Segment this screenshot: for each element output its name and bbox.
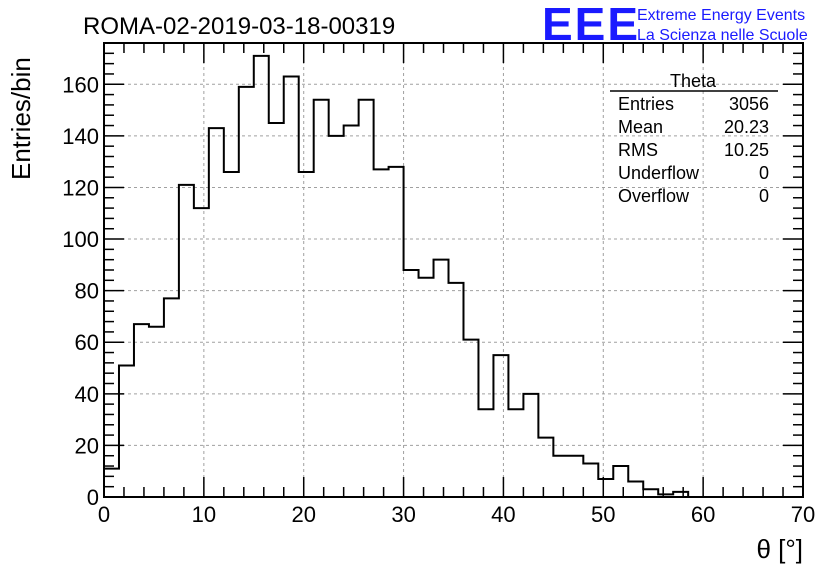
x-tick-label: 0: [98, 502, 110, 527]
histogram-bin: [553, 456, 568, 497]
histogram-bin: [149, 327, 164, 497]
grid-lines: [104, 43, 803, 497]
x-tick-label: 50: [591, 502, 615, 527]
histogram-bin: [643, 489, 658, 497]
histogram-bin: [389, 167, 404, 497]
histogram-bin: [419, 278, 434, 497]
histogram-bin: [598, 479, 613, 497]
histogram-bin: [329, 136, 344, 497]
histogram-bin: [449, 283, 464, 497]
histogram-bin: [493, 355, 508, 497]
x-tick-label: 20: [291, 502, 315, 527]
histogram-bin: [134, 324, 149, 497]
y-tick-labels: 0 20 40 60 80 100 120 140 160: [62, 72, 99, 510]
eee-logo-mark: EEE: [542, 0, 640, 50]
histogram-bars: [104, 56, 688, 497]
y-tick-label: 160: [62, 72, 99, 97]
histogram-bin: [523, 394, 538, 497]
histogram-bin: [568, 456, 583, 497]
eee-logo-line1: Extreme Energy Events: [637, 7, 805, 24]
stats-row-label: Entries: [618, 94, 674, 114]
y-tick-label: 0: [87, 485, 99, 510]
x-tick-label: 60: [691, 502, 715, 527]
histogram-bin: [209, 128, 224, 497]
x-tick-label: 40: [491, 502, 515, 527]
stats-row-value: 20.23: [724, 117, 769, 137]
histogram-bin: [194, 208, 209, 497]
histogram-bin: [284, 77, 299, 497]
histogram-bin: [359, 100, 374, 497]
y-tick-label: 40: [75, 382, 99, 407]
histogram-outline: [103, 54, 690, 497]
histogram-bin: [254, 56, 269, 497]
stats-row-label: Overflow: [618, 186, 690, 206]
histogram-bin: [119, 365, 134, 497]
histogram-bin: [164, 298, 179, 497]
stats-box: Theta Entries 3056 Mean 20.23 RMS 10.25 Underf…: [610, 71, 778, 206]
stats-row-label: Underflow: [618, 163, 700, 183]
eee-logo-line2: La Scienza nelle Scuole: [637, 27, 808, 44]
x-tick-labels: 0 10 20 30 40 50 60 70: [98, 502, 815, 527]
x-tick-label: 30: [391, 502, 415, 527]
eee-logo: EEE Extreme Energy Events La Scienza nel…: [542, 0, 808, 50]
stats-row-value: 0: [759, 163, 769, 183]
y-tick-label: 100: [62, 227, 99, 252]
y-tick-label: 140: [62, 124, 99, 149]
x-tick-label: 70: [791, 502, 815, 527]
stats-box-title: Theta: [670, 71, 717, 91]
histogram-bin: [613, 466, 628, 497]
y-tick-label: 60: [75, 330, 99, 355]
stats-row-value: 0: [759, 186, 769, 206]
histogram-bin: [404, 270, 419, 497]
histogram-bin: [463, 340, 478, 497]
histogram-bin: [299, 172, 314, 497]
histogram-bin: [583, 463, 598, 497]
histogram-bin: [538, 438, 553, 497]
histogram-bin: [434, 260, 449, 497]
y-tick-label: 120: [62, 175, 99, 200]
y-tick-label: 20: [75, 433, 99, 458]
histogram-bin: [224, 172, 239, 497]
chart-title: ROMA-02-2019-03-18-00319: [83, 13, 395, 40]
histogram-bin: [478, 409, 493, 497]
histogram-bin: [239, 87, 254, 497]
x-axis-title: θ [°]: [756, 534, 803, 564]
histogram-bin: [179, 185, 194, 497]
axis-ticks: [103, 42, 804, 498]
stats-row-label: RMS: [618, 140, 658, 160]
plot-frame: [103, 42, 804, 498]
histogram-bin: [344, 126, 359, 497]
stats-row-label: Mean: [618, 117, 663, 137]
histogram-bin: [628, 482, 643, 497]
histogram-bin: [269, 123, 284, 497]
x-tick-label: 10: [192, 502, 216, 527]
histogram-bin: [374, 169, 389, 497]
y-axis-title: Entries/bin: [6, 57, 36, 180]
y-tick-label: 80: [75, 279, 99, 304]
histogram-bin: [314, 100, 329, 497]
stats-row-value: 3056: [729, 94, 769, 114]
histogram-bin: [508, 409, 523, 497]
stats-row-value: 10.25: [724, 140, 769, 160]
histogram-bin: [104, 469, 119, 497]
